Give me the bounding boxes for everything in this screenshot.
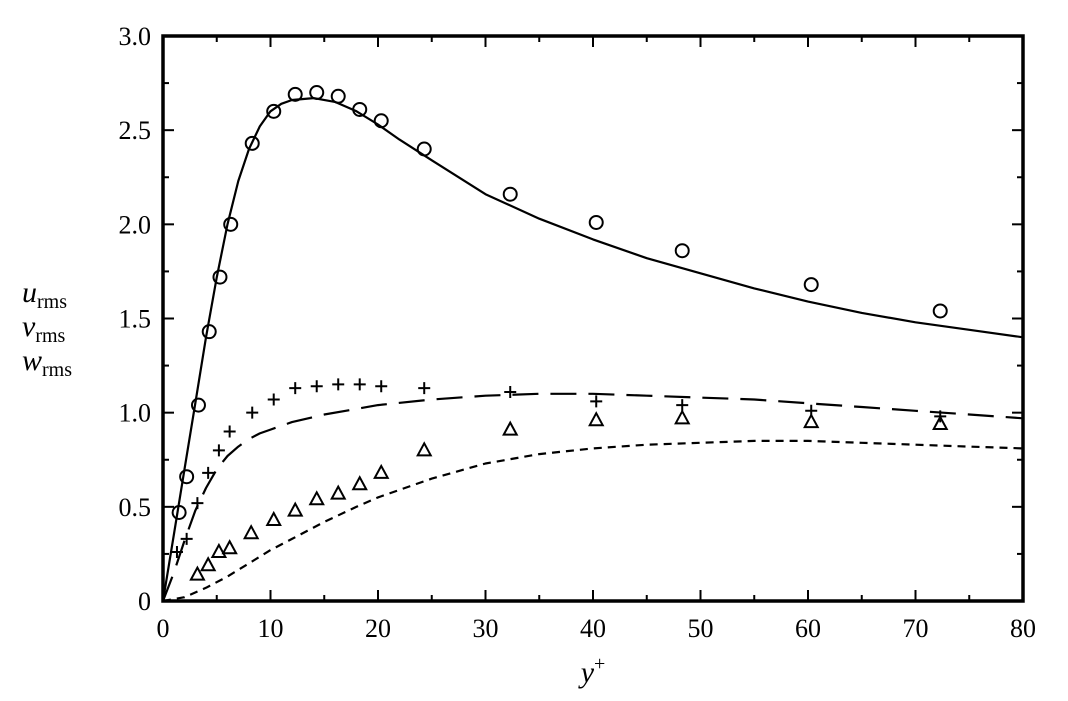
triangle-marker [287,501,304,517]
triangle-marker [189,565,206,581]
series-line-2 [161,392,1024,602]
x-tick-label: 30 [473,614,499,643]
triangle-marker [210,542,228,559]
y-tick-label: 2.0 [119,210,152,239]
y-axis-label-line: urms [22,276,67,313]
x-tick-label: 0 [157,614,170,643]
y-axis-label-line: wrms [22,344,72,381]
circle-marker [190,397,206,413]
circle-marker [223,216,239,232]
x-tick-label: 10 [258,614,284,643]
triangle-marker [803,412,820,429]
y-tick-label: 0 [138,587,151,616]
circle-marker [416,141,432,157]
plus-marker [418,382,431,395]
plus-marker [246,406,259,419]
plus-marker [310,380,323,393]
plus-marker [267,393,280,406]
x-axis-label-superscript: + [594,653,605,675]
triangle-marker [330,484,347,500]
circle-marker [674,243,690,259]
y-tick-label: 0.5 [119,493,152,522]
x-tick-label: 70 [903,614,929,643]
series-line-1 [161,97,1024,602]
circle-marker [179,469,195,485]
x-tick-label: 60 [795,614,821,643]
x-tick-label: 40 [580,614,606,643]
y-axis-label-line: vrms [22,310,66,347]
plus-marker [375,380,388,393]
y-tick-label: 1.0 [119,399,152,428]
y-tick-label: 1.5 [119,305,152,334]
tick-labels: 0 10 20 30 40 50 60 70 80 0 0.5 1.0 1.5 2.0 2.5 3.0 [119,22,1037,643]
plus-marker [191,497,204,510]
x-tick-label: 80 [1010,614,1036,643]
triangle-marker [308,490,325,506]
circle-marker [212,269,228,285]
circle-marker [352,101,368,117]
x-tick-label: 20 [365,614,391,643]
circle-marker [266,103,282,119]
circle-marker [932,303,948,319]
y-tick-label: 2.5 [119,116,152,145]
plus-marker [590,395,603,408]
x-tick-label: 50 [688,614,714,643]
plus-marker [676,399,689,412]
circle-marker [309,85,325,100]
triangle-marker [221,539,238,555]
plus-marker [332,378,345,391]
y-axis-label-subscript: rms [35,325,65,347]
circle-marker [201,324,217,340]
plus-marker [353,378,366,391]
y-axis-label-subscript: rms [37,291,67,313]
plus-marker [289,382,302,395]
y-axis-label-subscript: rms [42,359,72,381]
plot-marks [161,85,1024,603]
plus-marker [170,546,183,559]
triangle-marker [416,441,433,457]
triangle-marker [373,463,390,479]
plot-frame [161,34,1025,603]
circle-marker [330,88,346,104]
triangle-marker [265,510,282,527]
circle-marker [502,186,518,202]
plus-marker [180,532,193,545]
circle-marker [588,214,604,230]
x-axis-label: y+ [578,653,606,689]
triangle-marker [502,420,519,436]
plus-marker [212,444,225,457]
triangle-marker [351,475,368,491]
plus-marker [504,385,517,398]
circle-marker [803,277,819,293]
y-tick-label: 3.0 [119,22,152,51]
triangle-marker [242,524,260,540]
plus-marker [223,425,236,438]
circle-marker [287,86,303,102]
triangle-marker [674,409,691,425]
circle-marker [244,135,260,151]
circle-marker [171,504,187,520]
triangle-marker [199,556,217,572]
series-line-3 [162,439,1024,603]
triangle-marker [588,411,605,427]
triangle-marker [932,414,949,430]
circle-marker [373,113,389,129]
plus-marker [202,466,215,479]
